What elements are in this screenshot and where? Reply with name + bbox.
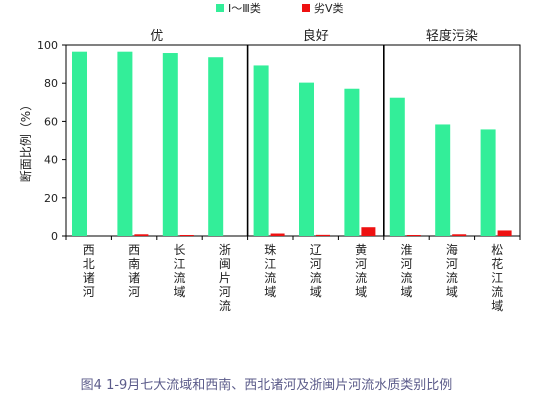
category-label-char: 南 xyxy=(128,256,140,271)
y-tick-label: 20 xyxy=(44,192,58,205)
bar-9-class-1-3 xyxy=(435,124,451,236)
plot-frame xyxy=(65,44,521,237)
bar-6-class-1-3 xyxy=(299,82,314,236)
category-label-char: 西 xyxy=(83,243,95,257)
category-label-char: 域 xyxy=(446,285,458,299)
group-label: 轻度污染 xyxy=(426,28,478,44)
category-label-char: 诸 xyxy=(83,271,95,285)
category-label-char: 河 xyxy=(310,257,322,271)
bar-1-class-1-3 xyxy=(72,51,87,237)
bar-10-class-5-worse xyxy=(497,230,512,236)
category-label-char: 域 xyxy=(355,285,367,299)
category-label-char: 流 xyxy=(446,271,458,285)
bar-4-class-1-3 xyxy=(208,57,224,236)
category-label-char: 北 xyxy=(83,257,95,271)
category-label-char: 流 xyxy=(219,299,231,313)
category-label-char: 江 xyxy=(491,271,503,285)
bar-6-class-5-worse xyxy=(316,234,330,236)
category-label-char: 江 xyxy=(173,257,185,271)
category-label-char: 域 xyxy=(310,285,322,299)
category-label-char: 河 xyxy=(219,285,231,299)
category-label-char: 河 xyxy=(400,257,412,271)
figure-caption: 图4 1-9月七大流域和西南、西北诸河及浙闽片河流水质类别比例 xyxy=(80,378,453,393)
legend-label: 劣Ⅴ类 xyxy=(314,1,344,15)
category-label-char: 淮 xyxy=(400,243,412,257)
category-label-char: 河 xyxy=(83,285,95,299)
category-label-char: 域 xyxy=(173,285,185,299)
category-label-char: 辽 xyxy=(310,243,322,257)
group-label: 优 xyxy=(150,29,163,44)
bar-3-class-1-3 xyxy=(162,53,178,236)
category-label-char: 河 xyxy=(128,285,140,299)
category-label-char: 河 xyxy=(446,257,458,271)
category-label-char: 珠 xyxy=(264,243,276,257)
category-label-char: 浙 xyxy=(219,243,231,257)
legend-swatch xyxy=(216,4,224,12)
category-label-char: 流 xyxy=(355,271,367,285)
category-label-char: 西 xyxy=(128,243,140,257)
category-label-char: 流 xyxy=(310,271,322,285)
bar-2-class-5-worse xyxy=(134,234,149,236)
bar-5-class-1-3 xyxy=(253,65,269,236)
category-label-char: 河 xyxy=(355,257,367,271)
category-label-char: 诸 xyxy=(128,271,140,285)
group-label: 良好 xyxy=(303,28,329,44)
bar-5-class-5-worse xyxy=(270,233,285,236)
y-tick-label: 80 xyxy=(44,77,58,90)
bar-10-class-1-3 xyxy=(480,129,496,236)
bar-7-class-5-worse xyxy=(361,227,376,236)
legend-label: Ⅰ～Ⅲ类 xyxy=(228,1,261,15)
category-label-char: 域 xyxy=(400,285,412,299)
bar-3-class-5-worse xyxy=(179,235,194,236)
category-label-char: 流 xyxy=(264,271,276,285)
bar-8-class-1-3 xyxy=(389,97,405,236)
legend-swatch xyxy=(302,4,310,12)
category-label-char: 流 xyxy=(400,271,412,285)
category-label-char: 长 xyxy=(173,243,185,257)
bar-2-class-1-3 xyxy=(117,51,133,237)
category-label-char: 域 xyxy=(264,285,276,299)
y-tick-label: 60 xyxy=(44,115,58,128)
category-label-char: 流 xyxy=(491,285,503,299)
category-label-char: 流 xyxy=(173,271,185,285)
category-label-char: 松 xyxy=(491,243,503,257)
y-axis-label: 断面比例（%） xyxy=(18,99,33,182)
y-tick-label: 0 xyxy=(51,230,58,243)
y-tick-label: 40 xyxy=(44,154,58,167)
category-label-char: 片 xyxy=(219,271,231,285)
category-label-char: 江 xyxy=(264,257,276,271)
bar-7-class-1-3 xyxy=(344,88,360,236)
bar-9-class-5-worse xyxy=(452,234,467,236)
category-label-char: 闽 xyxy=(219,257,231,271)
y-tick-label: 100 xyxy=(37,39,58,52)
category-label-char: 域 xyxy=(491,299,503,313)
category-label-char: 黄 xyxy=(355,243,367,257)
category-label-char: 海 xyxy=(446,242,458,257)
category-label-char: 花 xyxy=(491,256,503,271)
bar-8-class-5-worse xyxy=(406,235,421,236)
